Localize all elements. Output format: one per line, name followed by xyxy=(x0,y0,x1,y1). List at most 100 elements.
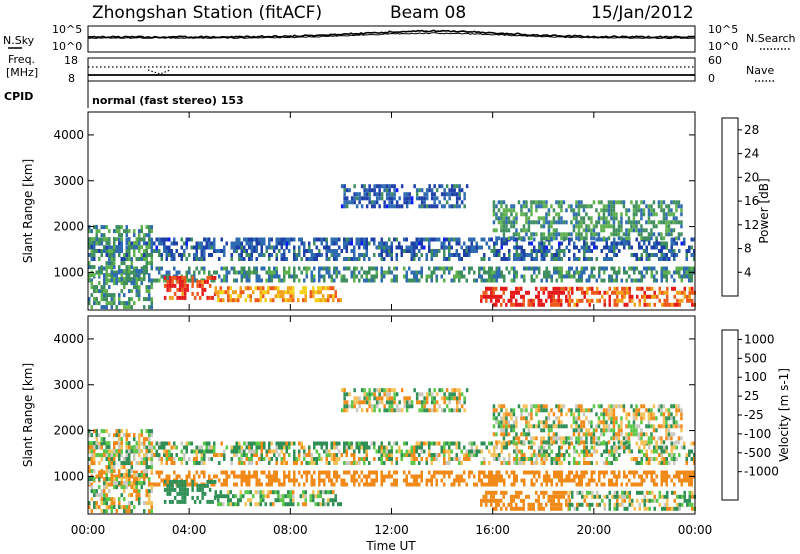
velocity-cell xyxy=(280,461,283,465)
velocity-cell xyxy=(590,461,593,465)
velocity-cell xyxy=(238,441,241,446)
velocity-cell xyxy=(88,505,91,510)
velocity-cell xyxy=(305,453,308,457)
power-cell xyxy=(317,286,320,291)
power-cell xyxy=(309,294,312,299)
power-cell xyxy=(552,302,555,307)
power-cell xyxy=(138,285,141,290)
power-cell xyxy=(582,204,586,209)
velocity-cell xyxy=(458,408,461,413)
power-cell xyxy=(428,237,431,242)
power-cell xyxy=(148,229,151,234)
power-cell xyxy=(430,192,434,197)
velocity-cell xyxy=(229,498,232,503)
power-cell xyxy=(148,225,151,230)
power-cell xyxy=(480,294,483,299)
power-cell xyxy=(675,220,678,225)
power-cell xyxy=(273,270,276,275)
power-cell xyxy=(173,266,176,271)
power-cell xyxy=(610,216,613,221)
power-cell xyxy=(270,274,273,279)
power-cell xyxy=(232,290,235,295)
velocity-cell xyxy=(130,481,133,486)
velocity-cell xyxy=(458,445,461,450)
power-cell xyxy=(453,184,456,189)
velocity-cell xyxy=(490,490,493,495)
power-cell xyxy=(393,274,396,279)
power-cell xyxy=(248,237,251,242)
power-cell xyxy=(498,266,501,271)
power-cell xyxy=(663,274,666,279)
velocity-cell xyxy=(440,478,443,483)
power-cell xyxy=(105,273,108,278)
velocity-cell xyxy=(458,478,461,483)
power-cell xyxy=(530,257,533,261)
power-cell xyxy=(405,245,408,250)
power-cell xyxy=(625,220,628,225)
velocity-cell xyxy=(443,441,446,446)
power-cell xyxy=(373,200,376,205)
velocity-cell xyxy=(653,478,656,483)
power-cell xyxy=(420,245,423,250)
power-cell xyxy=(651,286,654,291)
velocity-cell xyxy=(217,494,220,499)
velocity-cell xyxy=(393,396,396,401)
power-cell xyxy=(330,278,333,283)
power-cell xyxy=(630,200,633,205)
velocity-cell xyxy=(345,408,349,413)
power-cell xyxy=(110,270,113,275)
power-cell xyxy=(103,233,106,238)
velocity-cell xyxy=(388,404,391,409)
power-cell xyxy=(630,278,633,283)
velocity-cell xyxy=(533,470,536,475)
velocity-cell xyxy=(603,474,606,479)
power-cell xyxy=(259,286,262,291)
power-cell xyxy=(631,298,634,303)
power-cell xyxy=(613,237,616,242)
velocity-cell xyxy=(542,490,545,495)
power-cell xyxy=(490,298,493,303)
velocity-cell xyxy=(363,388,366,393)
power-cell xyxy=(640,236,643,241)
power-cell xyxy=(304,298,307,303)
power-colorbar-tick-label: 12 xyxy=(744,218,759,232)
power-cell xyxy=(497,216,501,221)
velocity-cell xyxy=(160,441,163,446)
velocity-cell xyxy=(293,441,296,446)
velocity-cell xyxy=(128,481,131,486)
velocity-cell xyxy=(545,457,548,461)
power-cell xyxy=(627,228,631,233)
power-cell xyxy=(363,278,366,283)
power-cell xyxy=(383,257,386,261)
power-cell xyxy=(370,278,373,283)
power-cell xyxy=(303,249,306,253)
power-cell xyxy=(443,266,446,271)
power-cell xyxy=(343,245,346,250)
velocity-cell xyxy=(550,482,553,487)
velocity-cell xyxy=(140,461,143,465)
power-cell xyxy=(293,257,296,261)
velocity-cell xyxy=(185,441,188,446)
velocity-cell xyxy=(448,453,451,457)
power-cell xyxy=(608,249,611,253)
velocity-cell xyxy=(663,506,666,511)
velocity-cell xyxy=(166,487,169,492)
power-cell xyxy=(555,200,558,205)
velocity-cell xyxy=(480,449,483,454)
power-cell xyxy=(328,270,331,275)
power-cell xyxy=(135,237,138,242)
power-cell xyxy=(263,266,266,271)
velocity-cell xyxy=(265,482,268,487)
power-cell xyxy=(388,184,391,189)
power-cell xyxy=(113,229,116,234)
velocity-cell xyxy=(568,474,571,479)
velocity-cell xyxy=(113,449,116,454)
velocity-cell xyxy=(673,506,676,511)
velocity-cell xyxy=(240,482,243,487)
power-cell xyxy=(298,253,301,257)
velocity-cell xyxy=(288,453,291,457)
velocity-cell xyxy=(540,461,543,465)
power-cell xyxy=(453,253,456,257)
power-cell xyxy=(160,253,163,257)
velocity-cell xyxy=(148,441,151,446)
